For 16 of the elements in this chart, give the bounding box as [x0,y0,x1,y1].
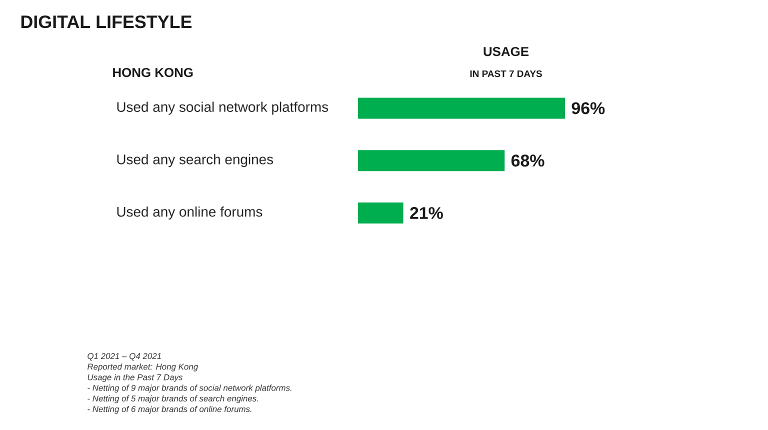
text: DIGITAL LIFESTYLE [21,15,192,28]
y-tick-label: Used any search engines [117,154,274,168]
text: - Netting of 5 major brands of search engines. [88,395,258,404]
data-label: 68% [511,154,544,167]
text: IN PAST 7 DAYS [470,70,542,78]
data-label: 21% [410,207,443,219]
text: HONG KONG [113,68,193,78]
y-tick-label: Used any social network platforms [117,102,328,115]
x-axis-title: USAGE [484,46,529,56]
text: - Netting of 6 major brands of online forums. [88,406,252,414]
text: Usage in the Past 7 Days [88,374,183,382]
text: Q1 2021 – Q4 2021 [88,353,161,361]
y-tick-label: Used any online forums [117,206,262,220]
data-label: 96% [572,102,605,114]
text: Reported market: Hong Kong [87,363,198,372]
text: - Netting of 9 major brands of social network platforms. [88,384,292,393]
